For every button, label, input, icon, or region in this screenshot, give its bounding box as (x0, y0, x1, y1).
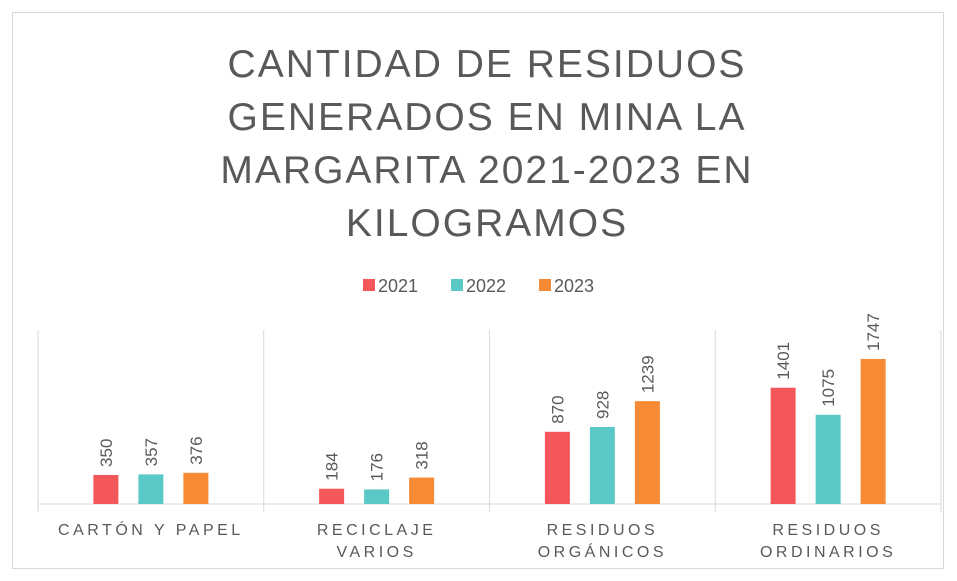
data-label: 870 (548, 395, 567, 423)
bar (860, 358, 886, 504)
data-label: 318 (413, 441, 432, 469)
bar (319, 488, 345, 504)
data-label: 350 (97, 439, 116, 467)
chart-title: CANTIDAD DE RESIDUOS GENERADOS EN MINA L… (220, 43, 754, 245)
x-tick-label: CARTÓN Y PAPEL (58, 522, 244, 539)
legend-label: 2022 (466, 276, 506, 296)
bar (770, 387, 796, 504)
data-label: 1747 (864, 313, 883, 351)
bar (589, 426, 615, 504)
bar (364, 489, 390, 504)
x-tick-label: RESIDUOS ORDINARIOS (759, 522, 897, 561)
bar (93, 474, 119, 504)
data-label: 176 (368, 453, 387, 481)
legend-swatch (539, 279, 551, 291)
bar (183, 472, 209, 504)
data-label: 1239 (638, 355, 657, 393)
data-label: 928 (593, 391, 612, 419)
bar (138, 474, 164, 504)
data-label: 1401 (774, 342, 793, 380)
legend-label: 2021 (378, 276, 418, 296)
bar (544, 431, 570, 504)
chart-frame (12, 12, 944, 569)
legend-swatch (363, 279, 375, 291)
data-label: 184 (323, 452, 342, 480)
legend-label: 2023 (554, 276, 594, 296)
x-tick-label: RECICLAJE VARIOS (316, 522, 437, 561)
legend-swatch (451, 279, 463, 291)
data-label: 1075 (819, 369, 838, 407)
bar (409, 477, 435, 504)
bar (634, 401, 660, 504)
data-label: 376 (187, 436, 206, 464)
bar (815, 414, 841, 504)
data-label: 357 (142, 438, 161, 466)
x-tick-label: RESIDUOS ORGÁNICOS (537, 522, 668, 561)
